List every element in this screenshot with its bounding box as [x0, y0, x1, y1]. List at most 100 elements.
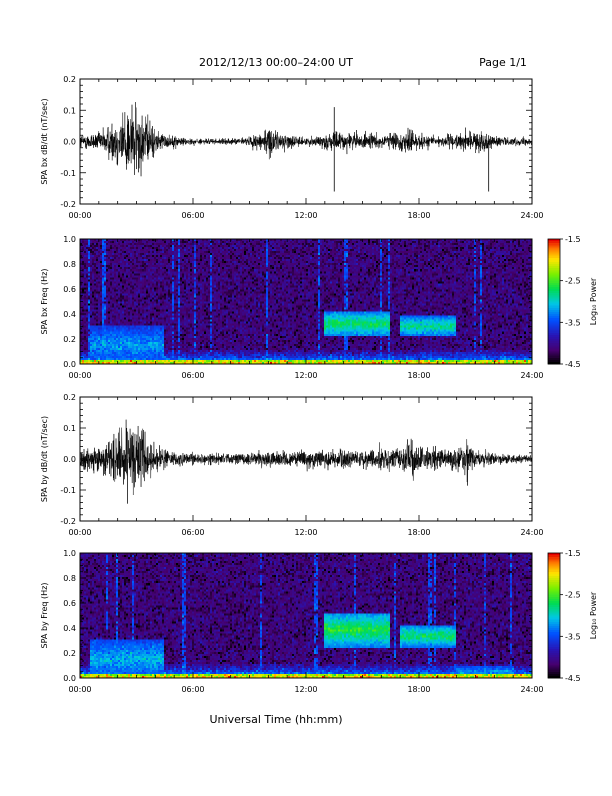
spectrogram-cell — [352, 265, 354, 267]
spectrogram-cell — [272, 247, 274, 249]
spectrogram-cell — [172, 267, 174, 269]
spectrogram-cell — [230, 259, 232, 261]
spectrogram-cell — [416, 249, 418, 251]
spectrogram-cell — [300, 261, 302, 263]
spectrogram-cell — [278, 267, 280, 269]
spectrogram-cell — [128, 247, 130, 249]
spectrogram-cell — [510, 261, 512, 263]
spectrogram-cell — [256, 255, 258, 257]
spectrogram-cell — [288, 255, 290, 257]
spectrogram-cell — [312, 247, 314, 249]
spectrogram-cell — [368, 265, 370, 267]
spectrogram-cell — [478, 259, 480, 261]
spectrogram-cell — [502, 249, 504, 251]
spectrogram-cell — [180, 267, 182, 269]
spectrogram-cell — [260, 257, 262, 259]
spectrogram-cell — [302, 265, 304, 267]
spectrogram-cell — [458, 257, 460, 259]
spectrogram-cell — [210, 265, 212, 267]
spectrogram-cell — [352, 249, 354, 251]
spectrogram-cell — [510, 253, 512, 255]
spectrogram-cell — [474, 261, 476, 263]
spectrogram-cell — [488, 255, 490, 257]
spectrogram-cell — [424, 253, 426, 255]
spectrogram-cell — [448, 253, 450, 255]
spectrogram-cell — [158, 245, 160, 247]
spectrogram-cell — [386, 255, 388, 257]
spectrogram-cell — [256, 265, 258, 267]
spectrogram-cell — [84, 255, 86, 257]
spectrogram-cell — [350, 257, 352, 259]
spectrogram-cell — [522, 259, 524, 261]
spectrogram-cell — [144, 241, 146, 243]
spectrogram-cell — [212, 267, 214, 269]
spectrogram-cell — [396, 253, 398, 255]
spectrogram-cell — [118, 261, 120, 263]
spectrogram-cell — [416, 241, 418, 243]
spectrogram-cell — [94, 257, 96, 259]
spectrogram-cell — [382, 245, 384, 247]
spectrogram-cell — [156, 257, 158, 259]
spectrogram-cell — [370, 263, 372, 265]
spectrogram-cell — [448, 259, 450, 261]
spectrogram-cell — [394, 257, 396, 259]
spectrogram-cell — [88, 243, 90, 245]
spectrogram-cell — [242, 247, 244, 249]
spectrogram-cell — [142, 245, 144, 247]
spectrogram-cell — [290, 259, 292, 261]
spectrogram-cell — [318, 261, 320, 263]
spectrogram-cell — [214, 241, 216, 243]
spectrogram-cell — [498, 259, 500, 261]
spectrogram-cell — [382, 247, 384, 249]
spectrogram-cell — [82, 265, 84, 267]
spectrogram-cell — [342, 247, 344, 249]
spectrogram-cell — [382, 265, 384, 267]
spectrogram-cell — [138, 243, 140, 245]
spectrogram-cell — [304, 247, 306, 249]
spectrogram-cell — [346, 261, 348, 263]
spectrogram-cell — [86, 267, 88, 269]
spectrogram-cell — [430, 255, 432, 257]
spectrogram-cell — [194, 267, 196, 269]
spectrogram-cell — [208, 241, 210, 243]
spectrogram-cell — [414, 253, 416, 255]
spectrogram-cell — [238, 263, 240, 265]
spectrogram-cell — [510, 259, 512, 261]
spectrogram-cell — [264, 265, 266, 267]
spectrogram-cell — [212, 265, 214, 267]
spectrogram-cell — [142, 241, 144, 243]
spectrogram-cell — [280, 245, 282, 247]
spectrogram-cell — [158, 265, 160, 267]
spectrogram-cell — [186, 249, 188, 251]
spectrogram-cell — [140, 257, 142, 259]
spectrogram-cell — [444, 253, 446, 255]
spectrogram-cell — [204, 241, 206, 243]
spectrogram-cell — [232, 261, 234, 263]
spectrogram-cell — [400, 249, 402, 251]
spectrogram-cell — [402, 249, 404, 251]
spectrogram-cell — [128, 241, 130, 243]
spectrogram-cell — [242, 265, 244, 267]
spectrogram-cell — [148, 247, 150, 249]
spectrogram-cell — [170, 251, 172, 253]
spectrogram-cell — [416, 265, 418, 267]
spectrogram-cell — [356, 255, 358, 257]
spectrogram-cell — [140, 259, 142, 261]
spectrogram-cell — [520, 241, 522, 243]
spectrogram-cell — [276, 265, 278, 267]
spectrogram-cell — [404, 255, 406, 257]
spectrogram-cell — [424, 255, 426, 257]
spectrogram-cell — [354, 243, 356, 245]
spectrogram-cell — [164, 257, 166, 259]
spectrogram-cell — [462, 253, 464, 255]
spectrogram-cell — [194, 265, 196, 267]
spectrogram-cell — [454, 247, 456, 249]
spectrogram-cell — [334, 243, 336, 245]
spectrogram-cell — [286, 255, 288, 257]
spectrogram-cell — [306, 267, 308, 269]
spectrogram-cell — [188, 265, 190, 267]
spectrogram-cell — [412, 247, 414, 249]
spectrogram-cell — [434, 249, 436, 251]
spectrogram-cell — [324, 243, 326, 245]
spectrogram-cell — [120, 241, 122, 243]
